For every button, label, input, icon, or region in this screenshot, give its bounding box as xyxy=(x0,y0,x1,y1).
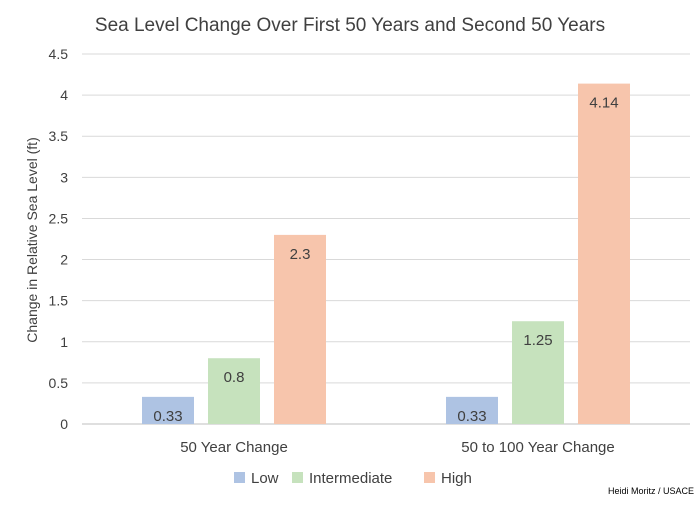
y-tick-label: 1.5 xyxy=(49,293,69,309)
legend-swatch-low xyxy=(234,472,245,483)
data-labels: 0.33 0.8 2.3 0.33 1.25 4.14 xyxy=(153,95,618,425)
y-tick-label: 3 xyxy=(60,169,68,185)
chart-title: Sea Level Change Over First 50 Years and… xyxy=(95,15,605,36)
y-tick-label: 1 xyxy=(60,334,68,350)
bar-intermediate-0 xyxy=(208,358,260,424)
y-tick-label: 4.5 xyxy=(49,46,69,62)
data-label: 0.8 xyxy=(224,369,245,386)
legend-label-low: Low xyxy=(251,470,279,487)
data-label: 2.3 xyxy=(290,246,311,263)
legend: Low Intermediate High xyxy=(234,470,472,487)
data-label: 1.25 xyxy=(523,332,552,349)
image-credit: Heidi Moritz / USACE xyxy=(608,486,694,496)
y-tick-labels: 0 0.5 1 1.5 2 2.5 3 3.5 4 4.5 xyxy=(49,46,69,432)
legend-label-intermediate: Intermediate xyxy=(309,470,392,487)
x-tick-label: 50 to 100 Year Change xyxy=(461,439,614,456)
legend-label-high: High xyxy=(441,470,472,487)
y-tick-label: 2 xyxy=(60,252,68,268)
bar-intermediate-1 xyxy=(512,321,564,424)
bar-low-1 xyxy=(446,396,498,424)
bar-high-0 xyxy=(274,234,326,424)
gridlines xyxy=(82,53,690,425)
y-tick-label: 2.5 xyxy=(49,210,69,226)
y-tick-label: 0 xyxy=(60,416,68,432)
legend-swatch-high xyxy=(424,472,435,483)
y-tick-label: 3.5 xyxy=(49,128,69,144)
bars xyxy=(142,83,630,424)
x-tick-label: 50 Year Change xyxy=(180,439,288,456)
data-label: 0.33 xyxy=(153,408,182,425)
bar-low-0 xyxy=(142,396,194,424)
legend-swatch-intermediate xyxy=(292,472,303,483)
y-axis-label: Change in Relative Sea Level (ft) xyxy=(24,137,40,342)
bar-high-1 xyxy=(578,83,630,424)
x-tick-labels: 50 Year Change 50 to 100 Year Change xyxy=(180,439,615,456)
y-tick-label: 4 xyxy=(60,87,68,103)
data-label: 0.33 xyxy=(457,408,486,425)
data-label: 4.14 xyxy=(589,95,618,112)
y-tick-label: 0.5 xyxy=(49,375,69,391)
